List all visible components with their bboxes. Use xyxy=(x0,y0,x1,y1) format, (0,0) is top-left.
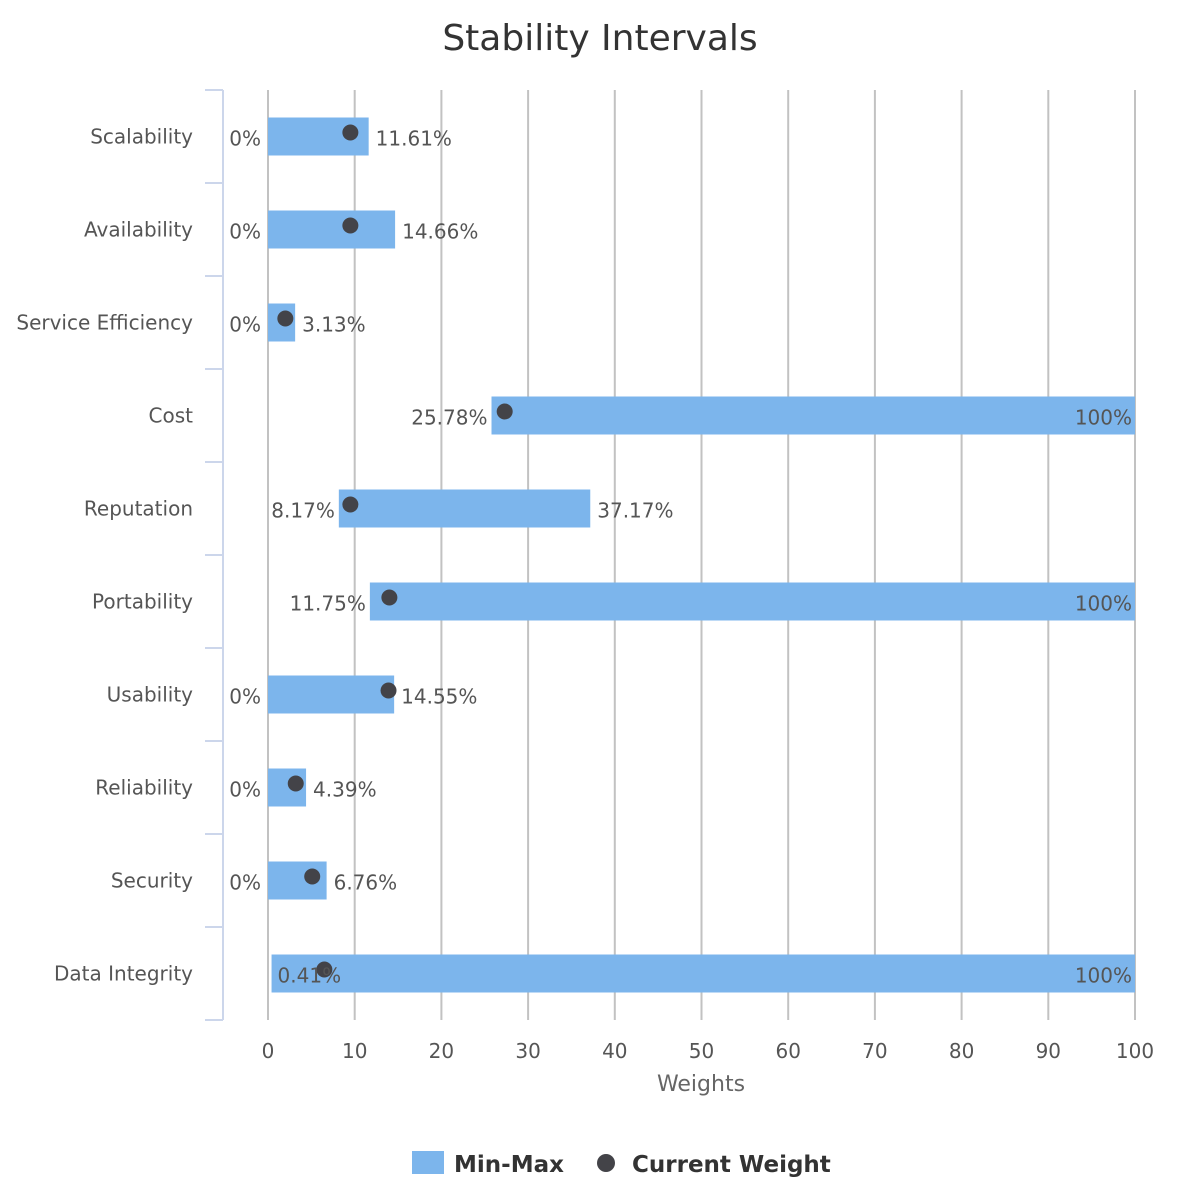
max-value-label: 14.66% xyxy=(402,220,478,244)
min-value-label: 0% xyxy=(229,127,261,151)
max-value-label: 3.13% xyxy=(302,313,366,337)
max-value-label: 100% xyxy=(1075,592,1132,616)
min-value-label: 0% xyxy=(229,313,261,337)
min-value-label: 0% xyxy=(229,685,261,709)
x-tick-label: 40 xyxy=(602,1039,627,1063)
min-value-label: 11.75% xyxy=(290,592,366,616)
category-label: Reliability xyxy=(95,776,193,800)
min-value-label: 25.78% xyxy=(411,406,487,430)
x-tick-label: 10 xyxy=(342,1039,367,1063)
x-tick-label: 70 xyxy=(862,1039,887,1063)
legend-swatch-current-weight[interactable] xyxy=(597,1154,615,1172)
current-weight-point[interactable] xyxy=(342,124,359,141)
x-tick-label: 0 xyxy=(262,1039,275,1063)
current-weight-point[interactable] xyxy=(316,961,333,978)
range-bars xyxy=(268,117,1136,993)
category-label: Availability xyxy=(84,218,193,242)
current-weight-point[interactable] xyxy=(287,775,304,792)
legend-swatch-min-max[interactable] xyxy=(412,1151,444,1174)
current-weight-point[interactable] xyxy=(304,868,321,885)
min-value-label: 0% xyxy=(229,778,261,802)
max-value-label: 100% xyxy=(1075,406,1132,430)
category-label: Scalability xyxy=(90,125,193,149)
chart-title: Stability Intervals xyxy=(442,18,757,59)
data-labels: 0% 11.61% 0% 14.66% 0% 3.13% 25.78% 100% 8.17% 37… xyxy=(229,127,1132,988)
legend[interactable]: Min-Max Current Weight xyxy=(412,1151,831,1178)
max-value-label: 4.39% xyxy=(313,778,377,802)
legend-label-min-max[interactable]: Min-Max xyxy=(454,1152,564,1178)
x-tick-label: 50 xyxy=(689,1039,714,1063)
min-value-label: 0% xyxy=(229,220,261,244)
x-tick-label: 100 xyxy=(1116,1039,1154,1063)
category-label: Usability xyxy=(107,683,194,707)
max-value-label: 14.55% xyxy=(401,685,477,709)
current-weight-point[interactable] xyxy=(496,403,513,420)
x-tick-label: 80 xyxy=(949,1039,974,1063)
max-value-label: 37.17% xyxy=(597,499,673,523)
min-max-bar[interactable] xyxy=(268,675,395,714)
max-value-label: 6.76% xyxy=(334,871,398,895)
max-value-label: 100% xyxy=(1075,964,1132,988)
category-label: Cost xyxy=(149,404,194,428)
category-labels: Scalability Availability Service Efficienc… xyxy=(16,125,193,986)
category-label: Security xyxy=(111,869,193,893)
min-max-bar[interactable] xyxy=(491,396,1136,435)
x-tick-label: 90 xyxy=(1036,1039,1061,1063)
min-max-bar[interactable] xyxy=(271,954,1135,993)
x-axis-title: Weights xyxy=(657,1072,745,1097)
category-label: Data Integrity xyxy=(54,962,193,986)
y-axis xyxy=(205,89,224,1021)
min-value-label: 8.17% xyxy=(271,499,335,523)
current-weight-point[interactable] xyxy=(342,496,359,513)
current-weight-point[interactable] xyxy=(381,589,398,606)
category-label: Portability xyxy=(92,590,193,614)
category-label: Reputation xyxy=(84,497,193,521)
grid-lines xyxy=(267,90,1136,1020)
max-value-label: 11.61% xyxy=(376,127,452,151)
min-max-bar[interactable] xyxy=(338,489,591,528)
legend-label-current-weight[interactable]: Current Weight xyxy=(632,1152,831,1178)
x-tick-label: 30 xyxy=(515,1039,540,1063)
current-weight-points xyxy=(277,124,513,978)
min-max-bar[interactable] xyxy=(369,582,1135,621)
current-weight-point[interactable] xyxy=(342,217,359,234)
current-weight-point[interactable] xyxy=(380,682,397,699)
x-tick-label: 20 xyxy=(429,1039,454,1063)
min-value-label: 0.41% xyxy=(278,964,342,988)
min-value-label: 0% xyxy=(229,871,261,895)
current-weight-point[interactable] xyxy=(277,310,294,327)
min-max-bar[interactable] xyxy=(268,210,396,249)
category-label: Service Efficiency xyxy=(16,311,193,335)
x-tick-label: 60 xyxy=(775,1039,800,1063)
x-axis-tick-labels: 0 10 20 30 40 50 60 70 80 90 100 xyxy=(262,1039,1154,1063)
